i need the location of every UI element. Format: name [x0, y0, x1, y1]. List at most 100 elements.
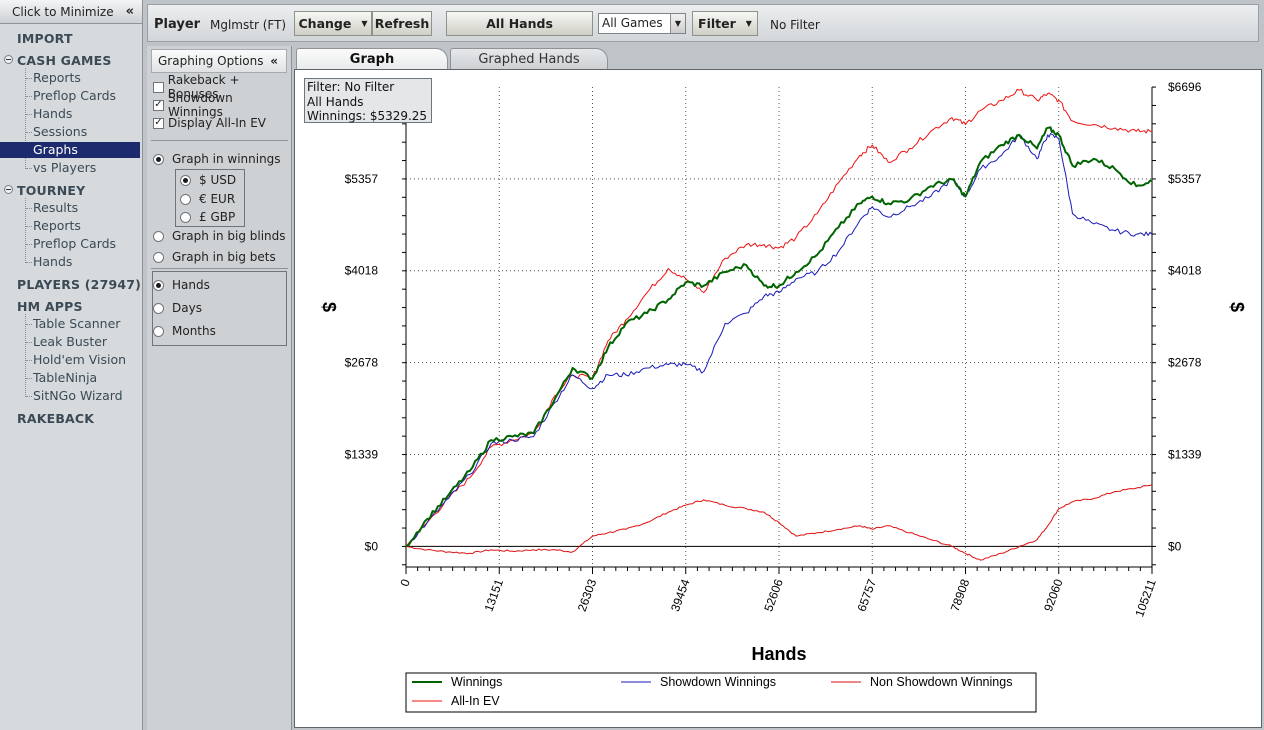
- player-label: Player: [154, 17, 201, 32]
- radio-unselected-icon[interactable]: [153, 325, 164, 337]
- sidebar-item-sessions[interactable]: Sessions: [33, 124, 88, 139]
- y-tick-label-right: $2678: [1168, 356, 1202, 370]
- x-axis-days-radio[interactable]: Days: [153, 300, 202, 316]
- nav-players[interactable]: PLAYERS (27947): [17, 277, 142, 292]
- sidebar-item-hands[interactable]: Hands: [33, 106, 73, 121]
- tab-graphed-hands[interactable]: Graphed Hands: [450, 48, 608, 70]
- x-tick-label: 105211: [1132, 577, 1159, 619]
- checkbox-checked-icon[interactable]: ✓: [153, 117, 164, 129]
- radio-unselected-icon[interactable]: [153, 251, 164, 263]
- radio-unselected-icon[interactable]: [153, 302, 164, 314]
- change-button[interactable]: Change ▼: [294, 11, 372, 36]
- radio-unselected-icon[interactable]: [153, 230, 164, 242]
- sidebar-item-tourney-results[interactable]: Results: [33, 200, 79, 215]
- y-tick-label-left: $0: [365, 539, 379, 553]
- refresh-button[interactable]: Refresh: [372, 11, 432, 36]
- collapse-icon[interactable]: [4, 185, 13, 194]
- legend-label: Winnings: [451, 675, 502, 689]
- radio-label: £ GBP: [199, 210, 236, 224]
- graph-big-bets-radio[interactable]: Graph in big bets: [153, 249, 276, 265]
- graph-big-blinds-radio[interactable]: Graph in big blinds: [153, 228, 286, 244]
- sidebar-item-tableninja[interactable]: TableNinja: [33, 370, 98, 385]
- games-select[interactable]: All Games ▼: [598, 13, 686, 34]
- y-tick-label-left: $5357: [345, 172, 379, 186]
- nav-tourney[interactable]: TOURNEY: [17, 183, 86, 198]
- filter-info-line: Winnings: $5329.25: [307, 109, 428, 123]
- radio-unselected-icon[interactable]: [180, 211, 191, 223]
- y-tick-label-right: $0: [1168, 539, 1182, 553]
- nav-rakeback[interactable]: RAKEBACK: [17, 411, 95, 426]
- display-allin-ev-checkbox[interactable]: ✓ Display All-In EV: [153, 115, 266, 131]
- minimize-button[interactable]: Click to Minimize «: [0, 0, 142, 24]
- graphing-options-title: Graphing Options: [158, 54, 264, 68]
- nav-import[interactable]: IMPORT: [17, 31, 73, 46]
- graphing-options-panel: Graphing Options « Rakeback + Bonuses ✓ …: [147, 46, 292, 730]
- x-axis-hands-radio[interactable]: Hands: [153, 277, 210, 293]
- sidebar-item-leak-buster[interactable]: Leak Buster: [33, 334, 108, 349]
- checkbox-label: Display All-In EV: [168, 116, 267, 130]
- currency-usd-radio[interactable]: $ USD: [180, 172, 236, 188]
- graphing-options-header[interactable]: Graphing Options «: [151, 49, 287, 73]
- checkbox-checked-icon[interactable]: ✓: [153, 99, 164, 111]
- checkbox-label: Rakeback + Bonuses: [167, 73, 240, 101]
- radio-selected-icon[interactable]: [153, 279, 164, 291]
- showdown-winnings-checkbox[interactable]: ✓ Showdown Winnings: [153, 91, 291, 119]
- nav-hm-apps[interactable]: HM APPS: [17, 299, 83, 314]
- radio-selected-icon[interactable]: [180, 174, 191, 186]
- dropdown-caret-icon: ▼: [361, 19, 368, 28]
- y-tick-label-right: $5357: [1168, 172, 1202, 186]
- radio-label: $ USD: [199, 173, 237, 187]
- dropdown-caret-icon: ▼: [745, 19, 752, 28]
- series-line-winnings: [405, 126, 1152, 548]
- sidebar-item-tourney-reports[interactable]: Reports: [33, 218, 81, 233]
- double-chevron-left-icon[interactable]: «: [270, 54, 278, 68]
- all-hands-button[interactable]: All Hands: [446, 11, 593, 36]
- filter-button[interactable]: Filter ▼: [692, 11, 758, 36]
- dropdown-caret-icon[interactable]: ▼: [670, 14, 685, 33]
- currency-eur-radio[interactable]: € EUR: [180, 191, 235, 207]
- y-axis-title-left: $: [319, 302, 339, 312]
- checkbox-unchecked-icon[interactable]: [153, 81, 164, 93]
- y-tick-label-left: $1339: [345, 448, 379, 462]
- filter-status: No Filter: [770, 18, 820, 32]
- collapse-icon[interactable]: [4, 55, 13, 64]
- minimize-label: Click to Minimize: [12, 4, 114, 19]
- x-tick-label: 0: [397, 577, 413, 588]
- sidebar-item-reports[interactable]: Reports: [33, 70, 81, 85]
- radio-label: Graph in winnings: [172, 152, 281, 166]
- nav-cash-games[interactable]: CASH GAMES: [17, 53, 112, 68]
- sidebar-item-sitngo-wizard[interactable]: SitNGo Wizard: [33, 388, 123, 403]
- radio-label: Months: [172, 324, 216, 338]
- y-tick-label-right: $6696: [1168, 80, 1202, 94]
- radio-selected-icon[interactable]: [153, 153, 164, 165]
- sidebar-item-holdem-vision[interactable]: Hold'em Vision: [33, 352, 127, 367]
- sidebar-item-graphs[interactable]: Graphs: [0, 142, 140, 158]
- radio-unselected-icon[interactable]: [180, 193, 191, 205]
- tab-graph[interactable]: Graph: [296, 48, 448, 70]
- y-tick-label-left: $2678: [345, 356, 379, 370]
- sidebar: Click to Minimize « IMPORT CASH GAMES Re…: [0, 0, 143, 730]
- filter-info-line: Filter: No Filter: [307, 80, 395, 94]
- x-tick-label: 52606: [761, 577, 786, 613]
- x-tick-label: 26303: [575, 577, 600, 613]
- x-axis-months-radio[interactable]: Months: [153, 323, 216, 339]
- radio-label: Graph in big blinds: [172, 229, 286, 243]
- radio-label: € EUR: [199, 192, 236, 206]
- rakeback-bonuses-checkbox[interactable]: Rakeback + Bonuses: [153, 73, 291, 101]
- y-tick-label-right: $1339: [1168, 448, 1202, 462]
- sidebar-item-preflop-cards[interactable]: Preflop Cards: [33, 88, 117, 103]
- sidebar-item-vs-players[interactable]: vs Players: [33, 160, 97, 175]
- chart-container: $0 $0 $1339 $1339 $2678 $2678 $4018 $4018 $5357 $…: [294, 69, 1262, 728]
- sidebar-item-tourney-hands[interactable]: Hands: [33, 254, 73, 269]
- y-axis-title-right: $: [1227, 302, 1247, 312]
- currency-gbp-radio[interactable]: £ GBP: [180, 209, 235, 225]
- sidebar-item-tourney-preflop-cards[interactable]: Preflop Cards: [33, 236, 117, 251]
- x-tick-label: 92060: [1041, 577, 1066, 613]
- sidebar-item-table-scanner[interactable]: Table Scanner: [33, 316, 121, 331]
- toolbar: Player Mglmstr (FT) Change ▼ Refresh All …: [147, 4, 1259, 42]
- checkbox-label: Showdown Winnings: [167, 91, 233, 119]
- graph-in-winnings-radio[interactable]: Graph in winnings: [153, 151, 281, 167]
- x-tick-label: 78908: [948, 577, 973, 613]
- player-name: Mglmstr (FT): [210, 18, 287, 32]
- series-line-non-showdown-winnings: [405, 484, 1153, 561]
